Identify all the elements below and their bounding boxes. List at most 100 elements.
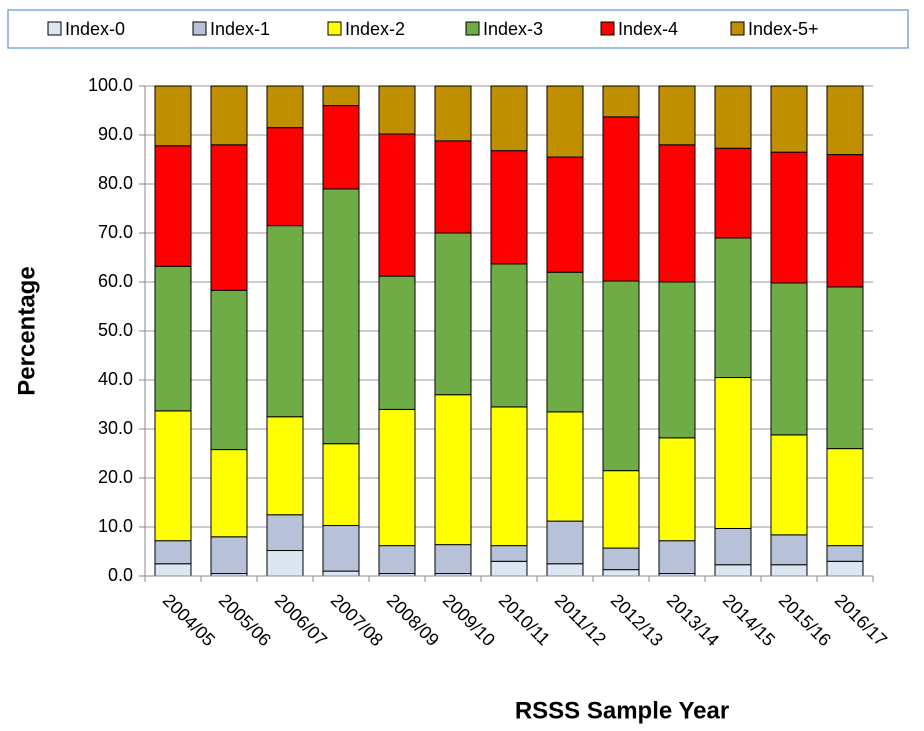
x-tick-label: 2006/07 <box>271 590 331 650</box>
y-tick-label: 30.0 <box>98 418 133 438</box>
y-tick-label: 50.0 <box>98 320 133 340</box>
bar-segment <box>154 85 192 147</box>
legend-label: Index-2 <box>345 19 405 39</box>
bar-segment <box>658 281 696 439</box>
legend-swatch <box>192 21 207 36</box>
bar-segment <box>714 85 752 149</box>
x-tick-label: 2004/05 <box>159 590 219 650</box>
bar-segment <box>154 410 192 542</box>
bar-segment <box>714 527 752 566</box>
bar-segment <box>770 85 808 153</box>
bar-segment <box>770 151 808 284</box>
bar-segment <box>770 434 808 536</box>
bar-segment <box>378 545 416 575</box>
y-tick-label: 20.0 <box>98 467 133 487</box>
bar-segment <box>210 449 248 538</box>
bar-segment <box>210 144 248 291</box>
y-axis-title: Percentage <box>13 266 40 395</box>
bar-segment <box>210 85 248 146</box>
bar-segment <box>210 536 248 575</box>
bar-segment <box>826 545 864 562</box>
x-tick-label: 2012/13 <box>607 590 667 650</box>
bar-segment <box>826 154 864 288</box>
bar-segment <box>602 547 640 571</box>
bar-segment <box>658 144 696 283</box>
legend-label: Index-3 <box>483 19 543 39</box>
bar-segment <box>322 570 360 577</box>
bar-segment <box>602 85 640 118</box>
bar-segment <box>658 437 696 542</box>
bar-segment <box>826 560 864 577</box>
bar-segment <box>434 140 472 234</box>
legend-label: Index-5+ <box>748 19 819 39</box>
y-tick-label: 0.0 <box>108 565 133 585</box>
legend-label: Index-0 <box>65 19 125 39</box>
bar-segment <box>826 85 864 156</box>
x-tick-label: 2008/09 <box>383 590 443 650</box>
bar-segment <box>546 563 584 577</box>
bar-segment <box>546 85 584 158</box>
bar-segment <box>490 406 528 547</box>
x-tick-label: 2011/12 <box>551 590 610 649</box>
bar-segment <box>322 105 360 190</box>
bar-segment <box>546 520 584 565</box>
bar-segment <box>546 271 584 413</box>
x-tick-label: 2015/16 <box>775 590 835 650</box>
bar-segment <box>434 232 472 396</box>
bar-segment <box>154 540 192 565</box>
bar-segment <box>770 282 808 436</box>
bar-segment <box>602 280 640 472</box>
bar-segment <box>490 85 528 152</box>
bar-segment <box>266 550 304 577</box>
bar-segment <box>826 286 864 450</box>
legend-swatch <box>600 21 615 36</box>
bar-segment <box>154 265 192 412</box>
legend-box <box>7 9 909 49</box>
bar-segment <box>490 263 528 408</box>
bar-segment <box>770 534 808 566</box>
bar-segment <box>210 289 248 451</box>
bar-segment <box>322 188 360 445</box>
bar-segment <box>266 85 304 129</box>
bar-segment <box>266 225 304 418</box>
legend-swatch <box>730 21 745 36</box>
legend-label: Index-1 <box>210 19 270 39</box>
bar-segment <box>434 544 472 575</box>
bar-segment <box>322 525 360 572</box>
legend-swatch <box>47 21 62 36</box>
bar-segment <box>378 408 416 547</box>
bar-segment <box>714 147 752 239</box>
y-tick-label: 10.0 <box>98 516 133 536</box>
bar-segment <box>154 145 192 267</box>
x-tick-label: 2007/08 <box>327 590 387 650</box>
y-tick-label: 90.0 <box>98 124 133 144</box>
bar-segment <box>434 85 472 142</box>
bar-segment <box>490 150 528 265</box>
y-tick-label: 80.0 <box>98 173 133 193</box>
x-tick-label: 2005/06 <box>215 590 275 650</box>
bar-segment <box>546 156 584 273</box>
bar-segment <box>266 416 304 516</box>
x-tick-label: 2014/15 <box>719 590 779 650</box>
bar-segment <box>434 394 472 546</box>
bar-segment <box>714 564 752 577</box>
y-tick-label: 70.0 <box>98 222 133 242</box>
bar-segment <box>546 411 584 522</box>
y-tick-label: 100.0 <box>88 75 133 95</box>
x-axis-title: RSSS Sample Year <box>515 697 729 724</box>
bar-segment <box>378 275 416 410</box>
y-tick-label: 40.0 <box>98 369 133 389</box>
bar-segment <box>770 564 808 577</box>
bar-segment <box>658 540 696 575</box>
bar-segment <box>154 563 192 577</box>
legend-label: Index-4 <box>618 19 678 39</box>
bar-segment <box>322 443 360 527</box>
legend-swatch <box>327 21 342 36</box>
bar-segment <box>378 133 416 277</box>
bar-segment <box>322 85 360 107</box>
bar-segment <box>266 514 304 552</box>
bar-segment <box>602 470 640 549</box>
x-tick-label: 2013/14 <box>663 590 723 650</box>
bar-segment <box>826 448 864 547</box>
